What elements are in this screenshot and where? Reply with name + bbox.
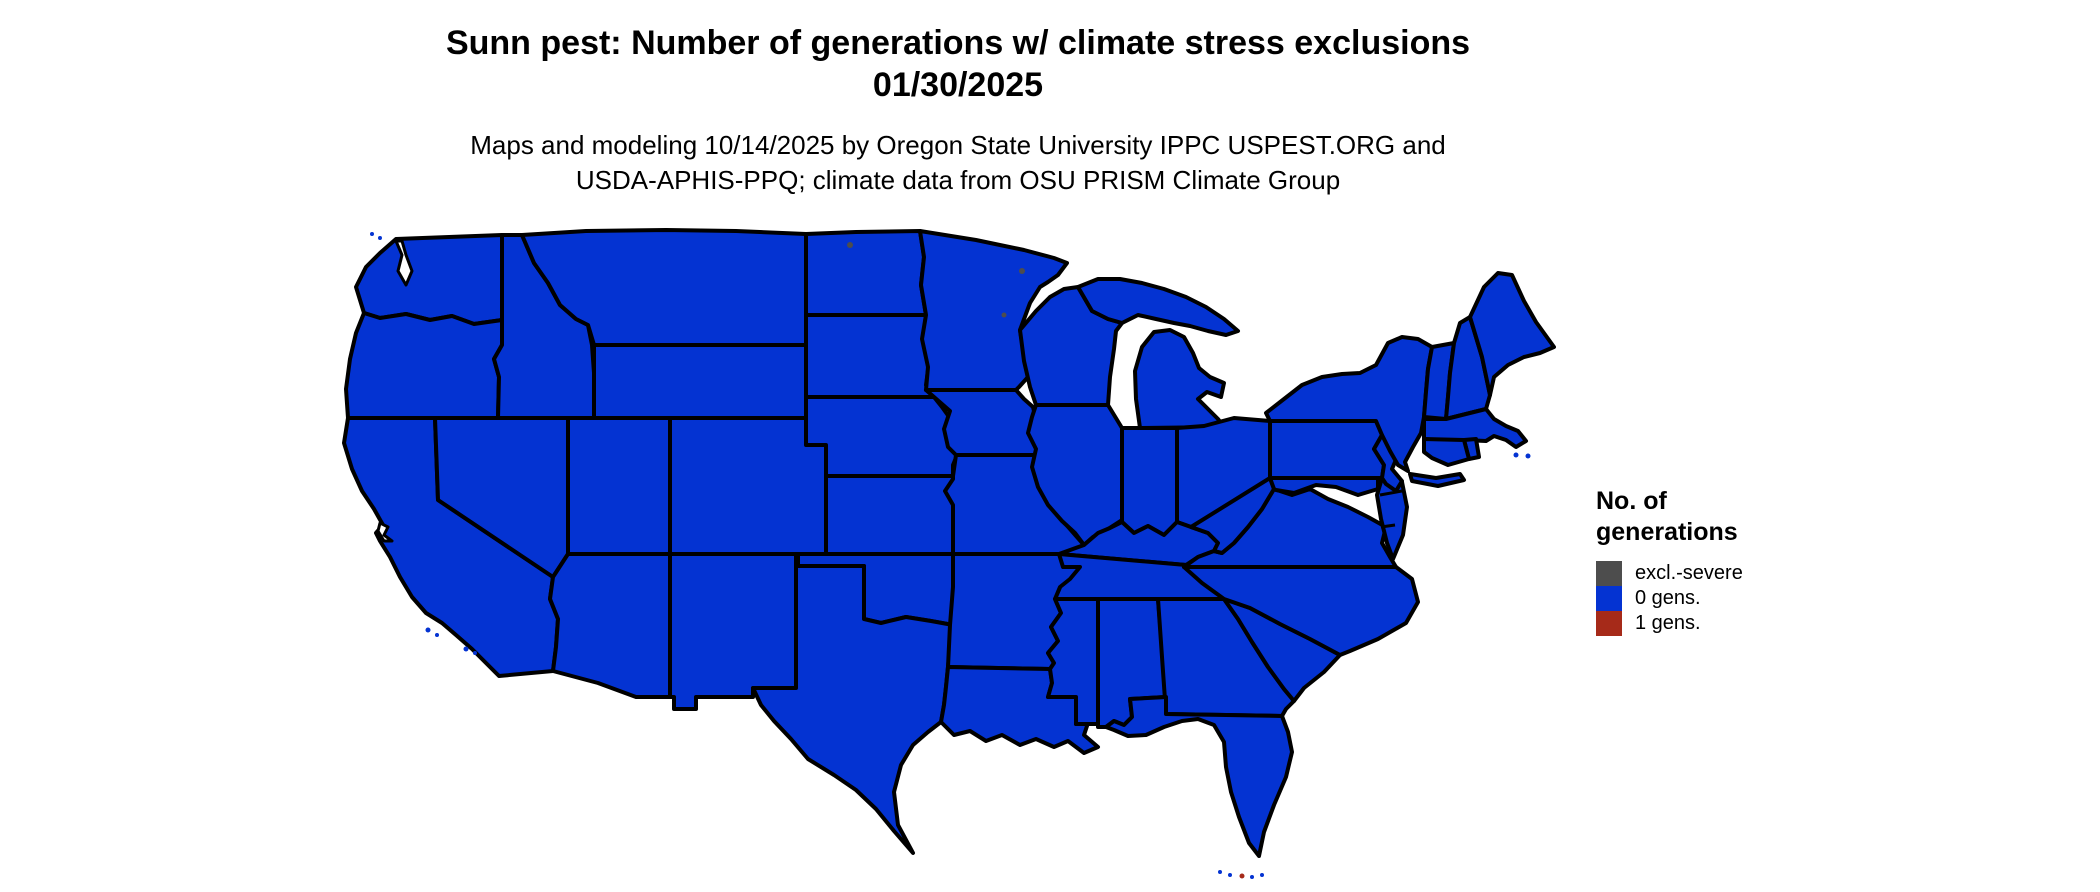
states-layer [342, 228, 1556, 858]
long-island [1408, 472, 1466, 488]
excl-severe-speck-north-dakota [847, 242, 853, 248]
excl-severe-speck-minnesota-2 [1001, 312, 1007, 318]
excl-severe-speck-minnesota-1 [1019, 268, 1025, 274]
state-florida [1104, 695, 1294, 858]
us-map-choropleth [342, 228, 1556, 879]
coastal-island-specks [370, 232, 1531, 879]
legend-title: No. of generations [1596, 486, 1743, 548]
legend-swatch-excl-severe [1596, 561, 1622, 586]
legend-title-line-1: No. of [1596, 487, 1667, 515]
state-mississippi [1046, 597, 1100, 726]
state-michigan [1133, 328, 1226, 430]
state-connecticut [1422, 437, 1471, 467]
state-wisconsin [1018, 285, 1124, 407]
puget-sound [394, 239, 414, 287]
florida-keys-speck-2 [1228, 873, 1232, 877]
florida-keys-speck-1 [1218, 870, 1222, 874]
state-kansas [824, 474, 955, 556]
state-indiana [1120, 426, 1179, 537]
title-line-2: 01/30/2025 [872, 66, 1044, 104]
legend-items: excl.-severe 0 gens. 1 gens. [1596, 561, 1743, 636]
title-line-1: Sunn pest: Number of generations w/ clim… [445, 24, 1471, 62]
state-utah [566, 416, 672, 556]
channel-island-speck-1 [425, 627, 431, 633]
legend-row-0-gens: 0 gens. [1596, 586, 1743, 611]
maryland-virginia-eastern-shore-border [1380, 523, 1396, 529]
state-texas [751, 564, 955, 855]
legend-label-1-gens: 1 gens. [1635, 612, 1701, 634]
channel-island-speck-2 [435, 633, 439, 637]
state-north-carolina [1182, 565, 1420, 657]
channel-island-speck-3 [463, 646, 469, 652]
state-washington [354, 233, 504, 326]
state-maine [1468, 271, 1556, 397]
exclusion-specks [847, 242, 1025, 318]
legend-row-1-gens: 1 gens. [1596, 611, 1743, 636]
san-juan-island-speck-2 [378, 236, 382, 240]
legend-swatch-0-gens [1596, 586, 1622, 611]
delmarva-peninsula [1375, 476, 1409, 561]
state-pennsylvania [1268, 419, 1386, 480]
state-new-hampshire [1444, 315, 1492, 421]
florida-keys-speck-4 [1260, 873, 1264, 877]
state-new-mexico [668, 552, 798, 711]
state-arizona [548, 552, 672, 699]
state-colorado [668, 416, 828, 556]
state-maryland [1268, 476, 1380, 497]
state-nebraska [804, 395, 964, 478]
page-title: Sunn pest: Number of generations w/ clim… [358, 22, 1558, 106]
state-wyoming [592, 343, 808, 420]
san-juan-island-speck-1 [370, 232, 374, 236]
water-features [376, 239, 1403, 543]
florida-keys-speck-3 [1250, 875, 1254, 879]
state-oregon [344, 311, 504, 420]
delaware-maryland-border [1379, 489, 1403, 497]
legend-label-excl-severe: excl.-severe [1635, 562, 1743, 584]
nantucket-speck [1513, 452, 1519, 458]
legend-label-0-gens: 0 gens. [1635, 587, 1701, 609]
state-michigan-upper-peninsula [1076, 277, 1240, 337]
legend-row-excl-severe: excl.-severe [1596, 561, 1743, 586]
subtitle-line-1: Maps and modeling 10/14/2025 by Oregon S… [470, 130, 1446, 160]
marthas-vineyard-speck [1525, 453, 1531, 459]
state-north-dakota [804, 229, 928, 317]
one-gen-speck-florida-keys [1239, 873, 1245, 879]
legend-swatch-1-gens [1596, 611, 1622, 636]
legend-title-line-2: generations [1596, 518, 1738, 546]
subtitle: Maps and modeling 10/14/2025 by Oregon S… [358, 128, 1558, 198]
channel-island-speck-4 [473, 651, 477, 655]
state-south-dakota [804, 313, 936, 399]
subtitle-line-2: USDA-APHIS-PPQ; climate data from OSU PR… [575, 165, 1341, 195]
san-francisco-bay [376, 521, 394, 543]
map-legend: No. of generations excl.-severe 0 gens. … [1596, 486, 1743, 636]
